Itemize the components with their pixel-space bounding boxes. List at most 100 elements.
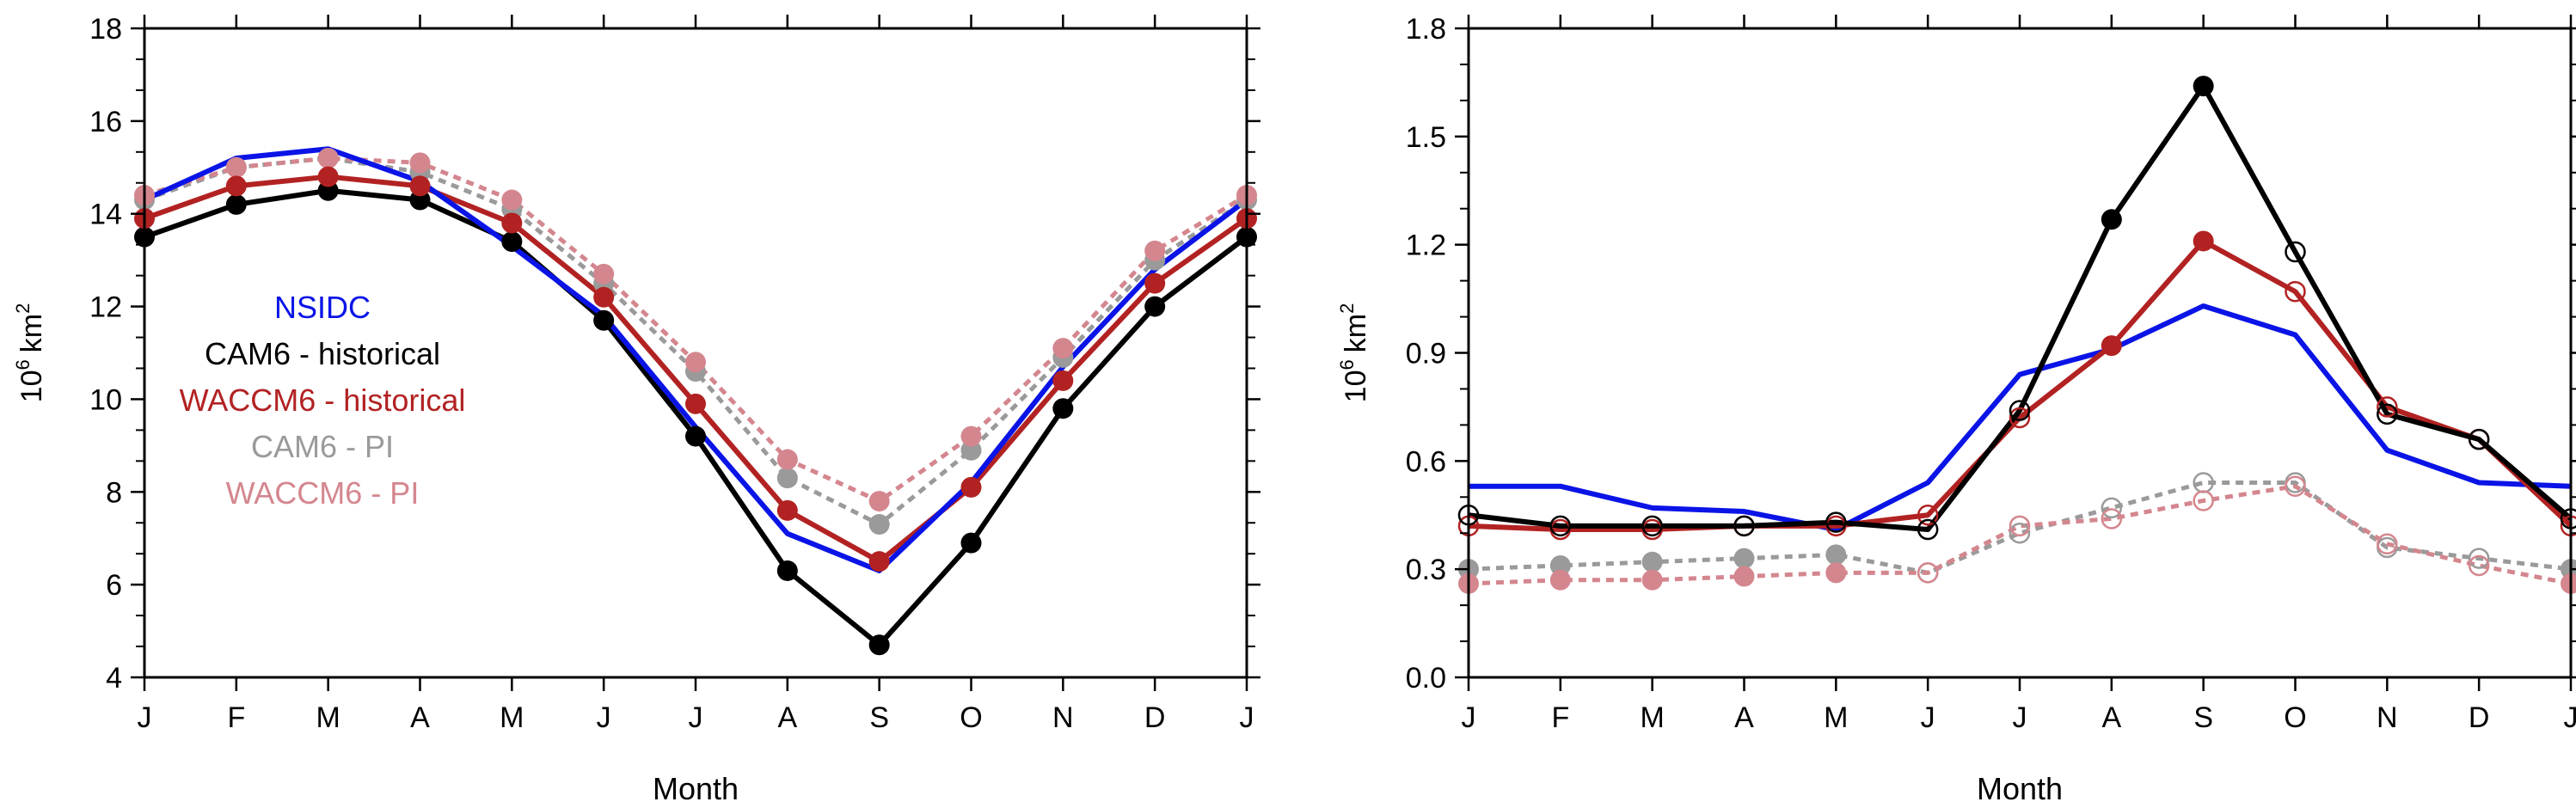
right-x-tick-label: M bbox=[1824, 701, 1848, 734]
legend-item-waccm6-historical: WACCM6 - historical bbox=[180, 383, 466, 418]
left-point-cam6-historical bbox=[960, 532, 982, 554]
left-x-axis-label: Month bbox=[653, 771, 739, 806]
left-point-waccm6-pi bbox=[960, 425, 982, 447]
left-point-cam6-pi bbox=[868, 514, 890, 536]
right-y-tick-label: 0.0 bbox=[1406, 662, 1446, 695]
right-point-waccm6-pi bbox=[1917, 562, 1939, 584]
right-y-tick-label: 1.5 bbox=[1406, 121, 1446, 154]
left-point-cam6-historical bbox=[1144, 296, 1166, 317]
right-point-waccm6-pi bbox=[1733, 566, 1755, 587]
right-x-tick-label: J bbox=[1462, 701, 1476, 734]
left-point-waccm6-pi bbox=[501, 189, 523, 211]
legend-item-cam6-historical: CAM6 - historical bbox=[205, 336, 440, 371]
right-series-layer bbox=[1457, 76, 2576, 594]
right-point-cam6-pi bbox=[2101, 497, 2123, 519]
right-point-cam6-historical bbox=[2377, 403, 2398, 425]
legend-item-nsidc: NSIDC bbox=[274, 290, 371, 325]
right-point-waccm6-historical bbox=[1917, 505, 1939, 526]
right-point-waccm6-historical bbox=[2285, 280, 2306, 303]
left-x-tick-label: A bbox=[777, 701, 797, 734]
left-y-tick-label: 4 bbox=[106, 662, 122, 695]
right-point-cam6-historical bbox=[2285, 241, 2306, 263]
left-x-tick-label: S bbox=[869, 701, 889, 734]
left-y-tick-label: 12 bbox=[89, 291, 122, 324]
right-x-tick-label: M bbox=[1641, 701, 1665, 734]
left-point-waccm6-pi bbox=[593, 263, 615, 285]
left-y-tick-label: 6 bbox=[106, 569, 122, 602]
left-x-tick-label: J bbox=[597, 701, 611, 734]
left-y-label-unit-exp: 2 bbox=[12, 303, 34, 314]
right-y-label-exp: 6 bbox=[1336, 359, 1358, 370]
right-point-waccm6-pi bbox=[2009, 515, 2031, 537]
right-point-cam6-pi bbox=[2009, 522, 2031, 544]
right-y-label-unit-exp: 2 bbox=[1336, 303, 1358, 314]
left-y-label-exp: 6 bbox=[12, 359, 34, 370]
left-x-tick-label: M bbox=[316, 701, 340, 734]
right-y-tick-label: 1.8 bbox=[1406, 13, 1446, 46]
left-point-cam6-historical bbox=[685, 425, 706, 447]
right-point-cam6-historical bbox=[2009, 400, 2031, 421]
left-x-tick-label: J bbox=[689, 701, 703, 734]
left-point-waccm6-pi bbox=[409, 152, 431, 174]
right-x-tick-label: N bbox=[2377, 701, 2398, 734]
right-y-axis-label: 106 km2 bbox=[1336, 303, 1372, 403]
left-series-layer bbox=[134, 146, 1257, 656]
right-point-waccm6-pi bbox=[2285, 475, 2306, 497]
left-point-waccm6-historical bbox=[225, 175, 247, 197]
left-y-tick-label: 14 bbox=[89, 199, 122, 231]
left-point-waccm6-historical bbox=[1052, 370, 1074, 391]
left-point-waccm6-pi bbox=[317, 148, 339, 168]
right-y-label-unit: km bbox=[1340, 314, 1372, 352]
left-point-cam6-historical bbox=[225, 193, 247, 215]
right-x-tick-label: F bbox=[1551, 701, 1569, 734]
right-point-waccm6-pi bbox=[2377, 533, 2398, 555]
left-point-waccm6-pi bbox=[225, 156, 247, 178]
left-point-cam6-pi bbox=[776, 468, 798, 489]
left-x-tick-label: A bbox=[410, 701, 430, 734]
left-y-label-base: 10 bbox=[15, 370, 48, 403]
left-x-tick-label: O bbox=[960, 701, 982, 734]
left-point-waccm6-historical bbox=[776, 499, 798, 521]
legend-item-cam6-pi: CAM6 - PI bbox=[251, 429, 394, 464]
right-point-cam6-historical bbox=[1825, 511, 1847, 533]
right-point-cam6-historical bbox=[1549, 515, 1572, 537]
left-point-waccm6-historical bbox=[1144, 272, 1166, 294]
right-point-cam6-historical bbox=[1917, 518, 1939, 541]
right-panel: J F M A M J J A S O N D J 0.0 0.3 0.6 0.9 1.2 1.5 1.8 Month… bbox=[1336, 13, 2576, 806]
left-point-cam6-historical bbox=[501, 231, 523, 253]
right-point-waccm6-pi bbox=[1641, 569, 1663, 591]
right-y-tick-label: 0.9 bbox=[1406, 338, 1446, 370]
left-point-waccm6-pi bbox=[685, 352, 706, 373]
right-series-line-nsidc bbox=[1469, 303, 2572, 533]
legend: NSIDC CAM6 - historical WACCM6 - histori… bbox=[180, 290, 466, 511]
right-point-waccm6-historical bbox=[2377, 396, 2398, 418]
right-point-cam6-historical bbox=[1733, 515, 1755, 537]
right-x-tick-label: D bbox=[2469, 701, 2490, 734]
left-point-waccm6-historical bbox=[685, 393, 706, 414]
left-x-tick-label: N bbox=[1052, 701, 1074, 734]
right-point-waccm6-pi bbox=[2561, 572, 2576, 594]
right-x-tick-label: J bbox=[2564, 701, 2576, 734]
right-tick-layer: J F M A M J J A S O N D J 0.0 0.3 0.6 0.9 1.2 1.5 1.8 bbox=[1406, 13, 2576, 734]
right-point-waccm6-historical bbox=[2009, 407, 2031, 429]
left-y-tick-label: 18 bbox=[89, 13, 122, 46]
left-point-cam6-historical bbox=[776, 560, 798, 581]
left-point-cam6-historical bbox=[593, 309, 615, 331]
right-plot-frame bbox=[1467, 27, 2573, 679]
right-x-tick-label: O bbox=[2284, 701, 2306, 734]
left-x-tick-label: J bbox=[1240, 701, 1254, 734]
right-y-tick-label: 0.6 bbox=[1406, 445, 1446, 478]
left-point-waccm6-historical bbox=[593, 286, 615, 308]
left-point-cam6-historical bbox=[1052, 398, 1074, 419]
left-point-waccm6-pi bbox=[776, 449, 798, 470]
left-point-cam6-historical bbox=[868, 634, 890, 656]
right-x-tick-label: J bbox=[2013, 701, 2027, 734]
left-y-label-unit: km bbox=[15, 314, 48, 352]
right-point-cam6-historical bbox=[2101, 209, 2122, 230]
left-x-tick-label: D bbox=[1144, 701, 1166, 734]
right-y-label-base: 10 bbox=[1340, 370, 1372, 403]
right-point-cam6-historical bbox=[1641, 515, 1663, 537]
